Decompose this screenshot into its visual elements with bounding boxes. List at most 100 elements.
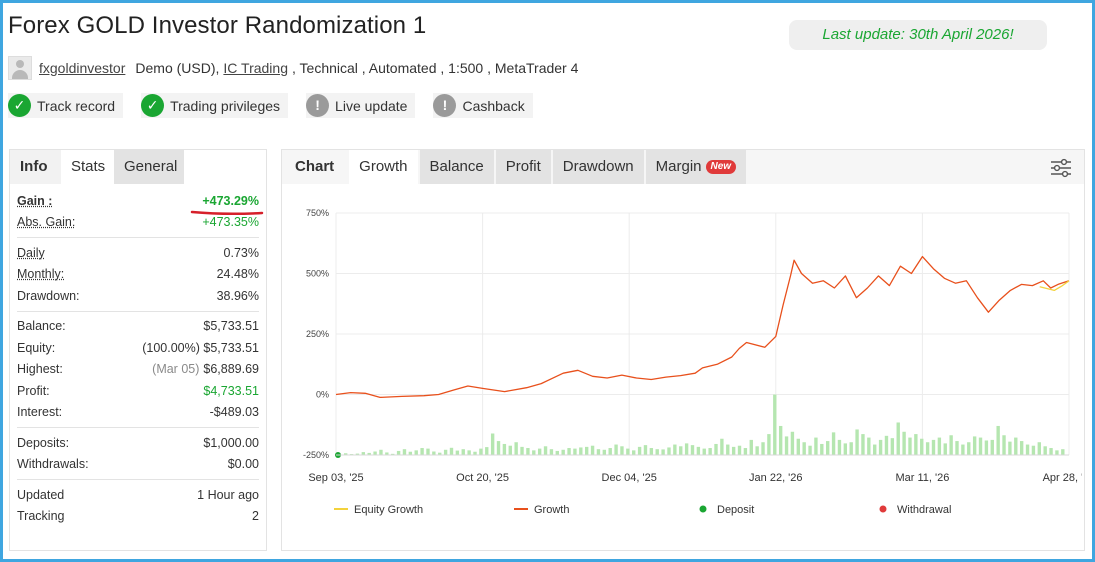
bar	[385, 452, 389, 455]
bar	[514, 442, 518, 455]
username-link[interactable]: fxgoldinvestor	[39, 60, 126, 76]
bar	[532, 450, 536, 455]
tab-chart[interactable]: Chart	[282, 150, 348, 184]
bar	[1049, 448, 1053, 455]
legend-growth[interactable]: Growth	[534, 504, 569, 516]
bar	[549, 449, 554, 455]
tab-balance[interactable]: Balance	[419, 150, 494, 184]
tab-general[interactable]: General	[114, 150, 184, 184]
x-tick-label: Dec 04, '25	[602, 472, 657, 484]
bar	[367, 452, 371, 455]
x-tick-label: Sep 03, '25	[308, 472, 363, 484]
stat-label: Updated	[17, 487, 65, 502]
bar	[567, 448, 571, 455]
bar	[461, 449, 465, 455]
badge-track-record[interactable]: ✓ Track record	[8, 93, 124, 118]
bar	[808, 445, 812, 455]
bar	[696, 446, 701, 455]
gain-highlight-underline	[190, 210, 264, 216]
bar	[720, 438, 724, 455]
bar	[690, 445, 695, 455]
tab-margin[interactable]: Margin New	[645, 150, 747, 184]
bar	[508, 445, 512, 455]
stat-label: Tracking	[17, 509, 65, 524]
bar	[602, 449, 607, 455]
verification-badges: ✓ Track record ✓ Trading privileges ! Li…	[8, 93, 533, 118]
bar	[949, 435, 953, 455]
bar	[972, 436, 977, 455]
badge-trading-privileges[interactable]: ✓ Trading privileges	[141, 93, 289, 118]
stat-value-group: (Mar 05) $6,889.69	[152, 362, 259, 376]
tab-info[interactable]: Info	[10, 150, 61, 184]
bar	[661, 449, 665, 455]
bar	[943, 443, 947, 455]
bar	[955, 441, 959, 455]
y-tick-label: 750%	[306, 208, 329, 218]
stat-label[interactable]: Daily	[17, 245, 45, 260]
bar	[479, 448, 483, 455]
settings-sliders-icon[interactable]	[1050, 158, 1072, 178]
stat-label[interactable]: Gain :	[17, 193, 53, 208]
tab-profit[interactable]: Profit	[495, 150, 551, 184]
bar	[590, 445, 595, 455]
stat-label: Drawdown:	[17, 288, 80, 303]
chart-tabs: Chart Growth Balance Profit Drawdown Mar…	[282, 150, 1084, 184]
broker-link[interactable]: IC Trading	[223, 60, 288, 76]
stat-note: (100.00%)	[142, 340, 200, 355]
bar	[1025, 444, 1030, 455]
account-type: Demo (USD),	[135, 60, 220, 76]
bar	[884, 435, 889, 455]
bar	[855, 429, 859, 455]
y-tick-label: 250%	[306, 329, 329, 339]
bar	[344, 453, 348, 455]
bar	[878, 439, 883, 455]
legend-withdrawal[interactable]: Withdrawal	[897, 504, 951, 516]
bar	[984, 440, 989, 455]
tab-stats[interactable]: Stats	[61, 150, 114, 184]
stat-label: Highest:	[17, 362, 63, 377]
bar	[1008, 441, 1012, 455]
bar	[626, 448, 630, 455]
bar	[490, 433, 495, 455]
stat-value: $4,733.51	[203, 383, 259, 398]
stat-label[interactable]: Abs. Gain:	[17, 215, 76, 230]
bar	[355, 453, 360, 455]
stat-value: 2	[252, 509, 259, 524]
bar	[708, 448, 712, 455]
last-update-banner: Last update: 30th April 2026!	[789, 20, 1047, 50]
bar	[485, 447, 489, 455]
bar	[473, 451, 477, 455]
bar	[1014, 437, 1018, 455]
exclamation-icon: !	[433, 94, 457, 117]
bar	[773, 394, 777, 455]
bar	[1019, 441, 1024, 455]
badge-live-update[interactable]: ! Live update	[306, 93, 416, 118]
bar	[520, 446, 524, 455]
bar	[655, 449, 659, 455]
bar	[396, 450, 401, 455]
avatar[interactable]	[8, 56, 32, 80]
bar	[555, 450, 559, 455]
tab-growth[interactable]: Growth	[349, 150, 418, 184]
bar	[784, 436, 789, 455]
bar	[861, 434, 865, 455]
bar	[596, 449, 601, 455]
stat-note: (Mar 05)	[152, 362, 200, 377]
bar	[420, 448, 424, 455]
divider	[17, 479, 259, 480]
bar	[890, 438, 895, 455]
x-tick-label: Mar 11, '26	[895, 472, 949, 484]
bar	[714, 443, 718, 455]
bar	[608, 448, 612, 455]
legend-deposit[interactable]: Deposit	[717, 504, 754, 516]
stat-label: Deposits:	[17, 435, 70, 450]
legend-equity-growth[interactable]: Equity Growth	[354, 504, 423, 516]
badge-cashback[interactable]: ! Cashback	[433, 93, 533, 118]
chart-legend: Equity Growth Growth Deposit Withdrawal	[334, 504, 951, 516]
bar	[755, 446, 759, 455]
bar	[914, 434, 918, 455]
tab-drawdown[interactable]: Drawdown	[552, 150, 644, 184]
stat-label[interactable]: Monthly:	[17, 267, 65, 282]
page-title: Forex GOLD Investor Randomization 1	[8, 12, 427, 39]
bar	[908, 437, 912, 455]
